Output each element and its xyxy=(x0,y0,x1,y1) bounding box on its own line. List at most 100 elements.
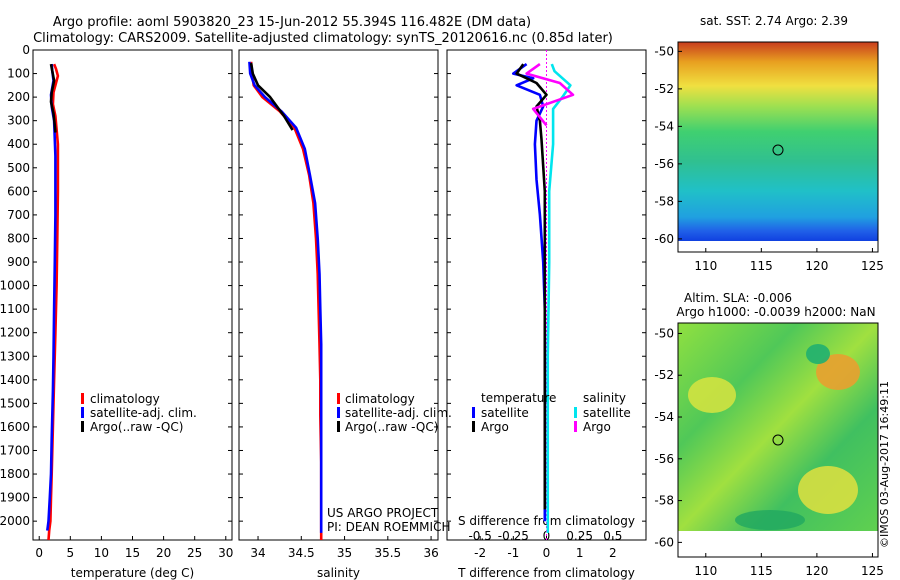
map-x-tick-label: 115 xyxy=(750,564,773,578)
x-tick-label: 0 xyxy=(35,546,43,560)
y-tick-label: 400 xyxy=(7,137,30,151)
series-line-climatology xyxy=(249,61,323,540)
y-tick-label: 1200 xyxy=(0,326,30,340)
series-line-satellite-adj-clim- xyxy=(248,61,323,533)
y-tick-label: 1400 xyxy=(0,373,30,387)
map-y-tick-label: -52 xyxy=(654,82,674,96)
sla-map: Altim. SLA: -0.006 Argo h1000: -0.0039 h… xyxy=(654,291,884,578)
series-line-argo-raw-qc- xyxy=(49,63,57,133)
top-tick-label: -0.25 xyxy=(498,529,529,543)
legend-label-climatology: climatology xyxy=(345,392,415,406)
legend-title-salinity: salinity xyxy=(583,391,626,405)
legend-swatch-climatology xyxy=(81,393,84,404)
legend-label-climatology: climatology xyxy=(90,392,160,406)
map-x-tick-label: 110 xyxy=(694,564,717,578)
copyright-stamp: ©IMOS 03-Aug-2017 16:49:11 xyxy=(878,381,891,548)
y-tick-label: 500 xyxy=(7,161,30,175)
sla-map-title: Altim. SLA: -0.006 xyxy=(684,291,792,305)
x-tick-label: 1 xyxy=(576,546,584,560)
figure-title-line1: Argo profile: aoml 5903820_23 15-Jun-201… xyxy=(53,15,531,30)
map-y-tick-label: -50 xyxy=(654,326,674,340)
sla-map-anomaly-blob xyxy=(798,466,858,514)
y-tick-label: 1500 xyxy=(0,396,30,410)
map-y-tick-label: -56 xyxy=(654,452,674,466)
y-tick-label: 1800 xyxy=(0,467,30,481)
x-tick-label: 30 xyxy=(218,546,233,560)
series-line-argo-raw-qc- xyxy=(249,62,294,131)
x-axis-label: temperature (deg C) xyxy=(71,566,194,580)
legend-swatch-argo xyxy=(81,421,84,432)
x-tick-label: -2 xyxy=(474,546,486,560)
legend-swatch-satellite-adj xyxy=(337,407,340,418)
map-x-tick-label: 115 xyxy=(750,259,773,273)
x-axis-label: T difference from climatology xyxy=(457,566,635,580)
salinity-plot-frame xyxy=(238,49,439,541)
map-y-tick-label: -60 xyxy=(654,535,674,549)
map-x-tick-label: 125 xyxy=(861,564,884,578)
legend-title-temperature: temperature xyxy=(481,391,556,405)
sla-map-anomaly-blob xyxy=(816,354,860,390)
x-tick-label: 2 xyxy=(609,546,617,560)
x-tick-label: 36 xyxy=(423,546,438,560)
y-tick-label: 300 xyxy=(7,114,30,128)
x-tick-label: 34 xyxy=(250,546,265,560)
top-tick-label: 0.25 xyxy=(566,529,593,543)
y-tick-label: 200 xyxy=(7,90,30,104)
y-tick-label: 0 xyxy=(22,43,30,57)
credit-project: US ARGO PROJECT xyxy=(327,506,439,520)
y-tick-label: 1700 xyxy=(0,443,30,457)
y-tick-label: 1100 xyxy=(0,302,30,316)
legend-swatch-sal-argo xyxy=(574,421,577,432)
map-y-tick-label: -58 xyxy=(654,194,674,208)
map-x-tick-label: 125 xyxy=(861,259,884,273)
map-y-tick-label: -60 xyxy=(654,232,674,246)
sla-map-nodata xyxy=(678,531,878,557)
x-tick-label: 35 xyxy=(337,546,352,560)
sla-map-anomaly-blob xyxy=(735,510,805,530)
sst-map-field xyxy=(678,42,878,241)
map-y-tick-label: -54 xyxy=(654,119,674,133)
temperature-panel: 0 5 10 15 20 25 300100200300400500600700800900… xyxy=(0,43,233,580)
sst-map-nodata xyxy=(678,241,878,252)
figure-title-line2: Climatology: CARS2009. Satellite-adjuste… xyxy=(33,31,613,46)
legend-label-temp-argo: Argo xyxy=(481,420,509,434)
legend-label-argo: Argo(..raw -QC) xyxy=(90,420,183,434)
sst-map-axes: 110 115 120 125 -50 -52 -54 -56 -58 -60 xyxy=(654,44,884,273)
x-axis-label: salinity xyxy=(317,566,360,580)
salinity-legend: climatology satellite-adj. clim. Argo(..… xyxy=(337,392,452,434)
legend-label-satellite-adj: satellite-adj. clim. xyxy=(345,406,452,420)
temperature-legend: climatology satellite-adj. clim. Argo(..… xyxy=(81,392,197,434)
map-y-tick-label: -56 xyxy=(654,157,674,171)
legend-swatch-satellite-adj xyxy=(81,407,84,418)
y-tick-label: 1000 xyxy=(0,279,30,293)
series-line-salinity-argo xyxy=(525,63,575,127)
top-tick-label: -0.5 xyxy=(468,529,491,543)
legend-swatch-temp-satellite xyxy=(472,407,475,418)
x-tick-label: 15 xyxy=(125,546,140,560)
y-tick-label: 1900 xyxy=(0,491,30,505)
top-tick-label: 0.5 xyxy=(603,529,622,543)
sla-map-argo-marker xyxy=(772,434,784,446)
map-y-tick-label: -52 xyxy=(654,368,674,382)
map-x-tick-label: 110 xyxy=(694,259,717,273)
y-tick-label: 100 xyxy=(7,67,30,81)
legend-label-sal-satellite: satellite xyxy=(583,406,631,420)
x-tick-label: 0 xyxy=(543,546,551,560)
map-x-tick-label: 120 xyxy=(805,259,828,273)
sla-map-anomaly-blob xyxy=(688,377,736,413)
legend-label-temp-satellite: satellite xyxy=(481,406,529,420)
sla-map-frame xyxy=(677,322,879,558)
y-tick-label: 600 xyxy=(7,184,30,198)
x-tick-label: 5 xyxy=(66,546,74,560)
y-tick-label: 2000 xyxy=(0,514,30,528)
y-tick-label: 1600 xyxy=(0,420,30,434)
map-y-tick-label: -58 xyxy=(654,494,674,508)
sst-map-argo-marker xyxy=(772,144,784,156)
sst-map: sat. SST: 2.74 Argo: 2.39 110 115 120 125 -5… xyxy=(654,14,884,273)
x-tick-label: 25 xyxy=(187,546,202,560)
x-tick-label: 34.5 xyxy=(288,546,315,560)
legend-swatch-argo xyxy=(337,421,340,432)
sst-map-title: sat. SST: 2.74 Argo: 2.39 xyxy=(700,14,848,28)
